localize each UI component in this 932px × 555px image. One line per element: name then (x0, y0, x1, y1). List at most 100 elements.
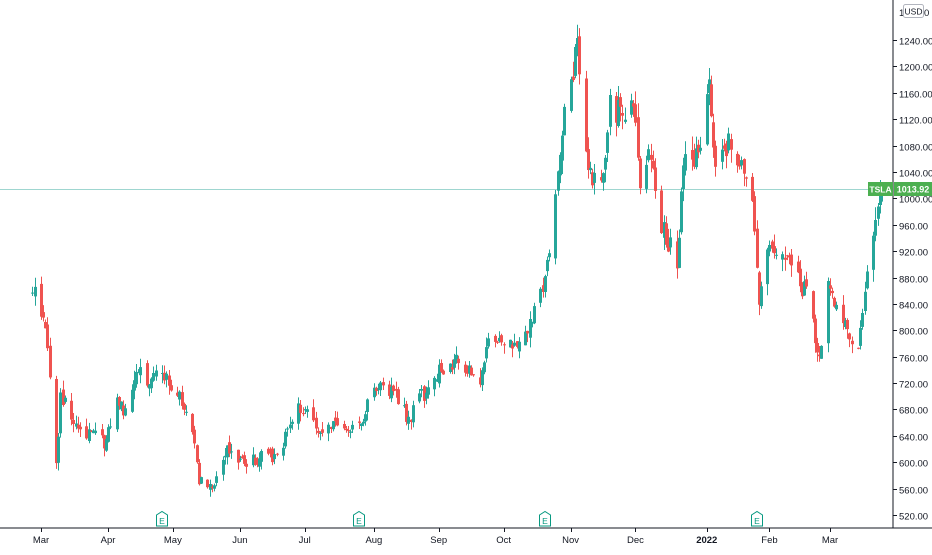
candle[interactable] (64, 395, 67, 404)
candle[interactable] (533, 302, 536, 325)
candle[interactable] (243, 451, 246, 467)
candle[interactable] (418, 389, 421, 404)
candle[interactable] (771, 239, 774, 253)
candle[interactable] (44, 319, 47, 329)
candle[interactable] (665, 216, 668, 248)
candle[interactable] (276, 452, 279, 457)
candle[interactable] (46, 317, 49, 351)
candle[interactable] (797, 255, 800, 274)
candle[interactable] (851, 336, 854, 354)
candle[interactable] (330, 426, 333, 433)
candle[interactable] (75, 415, 78, 430)
candle[interactable] (451, 359, 454, 375)
candle[interactable] (600, 169, 603, 183)
candle[interactable] (315, 411, 318, 435)
candle[interactable] (606, 129, 609, 162)
candle[interactable] (317, 427, 320, 438)
candle[interactable] (561, 130, 564, 174)
candle[interactable] (122, 400, 125, 420)
candle[interactable] (585, 70, 588, 153)
candle[interactable] (805, 271, 808, 289)
candle[interactable] (546, 256, 549, 277)
candle[interactable] (691, 136, 694, 171)
candle[interactable] (198, 459, 201, 486)
candle[interactable] (436, 373, 439, 382)
candle[interactable] (466, 365, 469, 377)
candle[interactable] (591, 168, 594, 189)
candle[interactable] (254, 454, 257, 466)
candle[interactable] (647, 144, 650, 163)
candle[interactable] (299, 400, 302, 422)
candle[interactable] (390, 377, 393, 403)
candle[interactable] (712, 113, 715, 158)
candle[interactable] (373, 383, 376, 401)
candle[interactable] (676, 230, 679, 279)
candle[interactable] (589, 161, 592, 175)
candle[interactable] (282, 442, 285, 461)
candle[interactable] (859, 320, 862, 350)
candle[interactable] (539, 287, 542, 308)
candle[interactable] (379, 381, 382, 396)
candle[interactable] (334, 411, 337, 427)
candle[interactable] (513, 333, 516, 347)
candle[interactable] (846, 318, 849, 339)
candle[interactable] (161, 365, 164, 384)
candle[interactable] (55, 375, 58, 469)
candle[interactable] (410, 419, 413, 430)
candle[interactable] (124, 403, 127, 417)
candle[interactable] (576, 24, 579, 57)
candle[interactable] (133, 370, 136, 400)
candle[interactable] (723, 138, 726, 152)
candle[interactable] (788, 252, 791, 265)
candle[interactable] (818, 346, 821, 362)
candle[interactable] (241, 454, 244, 459)
candle[interactable] (425, 386, 428, 405)
candle[interactable] (193, 425, 196, 449)
candle[interactable] (343, 420, 346, 431)
candle[interactable] (206, 479, 209, 489)
candle[interactable] (578, 28, 581, 85)
candle[interactable] (79, 422, 82, 437)
earnings-marker[interactable]: E (751, 510, 763, 527)
price-axis[interactable]: 520.00 560.00 600.00 640.00 680.00 720.00 760.… (893, 37, 932, 523)
candle[interactable] (109, 418, 112, 430)
candle[interactable] (105, 435, 108, 452)
candle[interactable] (101, 424, 104, 439)
candle[interactable] (812, 290, 815, 323)
candle[interactable] (531, 321, 534, 328)
candle[interactable] (775, 248, 778, 260)
candle[interactable] (405, 400, 408, 426)
candle[interactable] (621, 104, 624, 130)
candle[interactable] (645, 155, 648, 194)
candle[interactable] (382, 377, 385, 390)
candle[interactable] (319, 431, 322, 441)
candle[interactable] (500, 333, 503, 346)
candle[interactable] (751, 173, 754, 202)
candle[interactable] (487, 332, 490, 349)
candle[interactable] (652, 150, 655, 170)
candle[interactable] (758, 270, 761, 316)
candle[interactable] (472, 374, 475, 377)
candle[interactable] (222, 456, 225, 481)
candle[interactable] (483, 360, 486, 375)
candle[interactable] (185, 405, 188, 416)
candle[interactable] (226, 445, 229, 465)
candle[interactable] (284, 428, 287, 449)
candle[interactable] (529, 311, 532, 348)
candle[interactable] (228, 435, 231, 458)
candle[interactable] (375, 386, 378, 396)
candle[interactable] (697, 139, 700, 159)
candle[interactable] (120, 401, 123, 412)
candle[interactable] (864, 281, 867, 315)
candle[interactable] (351, 420, 354, 433)
candle[interactable] (784, 246, 787, 271)
candle[interactable] (481, 367, 484, 391)
candle[interactable] (554, 190, 557, 265)
candle[interactable] (721, 139, 724, 170)
candle[interactable] (829, 278, 832, 296)
candle[interactable] (617, 86, 620, 128)
candle[interactable] (526, 330, 529, 343)
candle[interactable] (306, 405, 309, 418)
